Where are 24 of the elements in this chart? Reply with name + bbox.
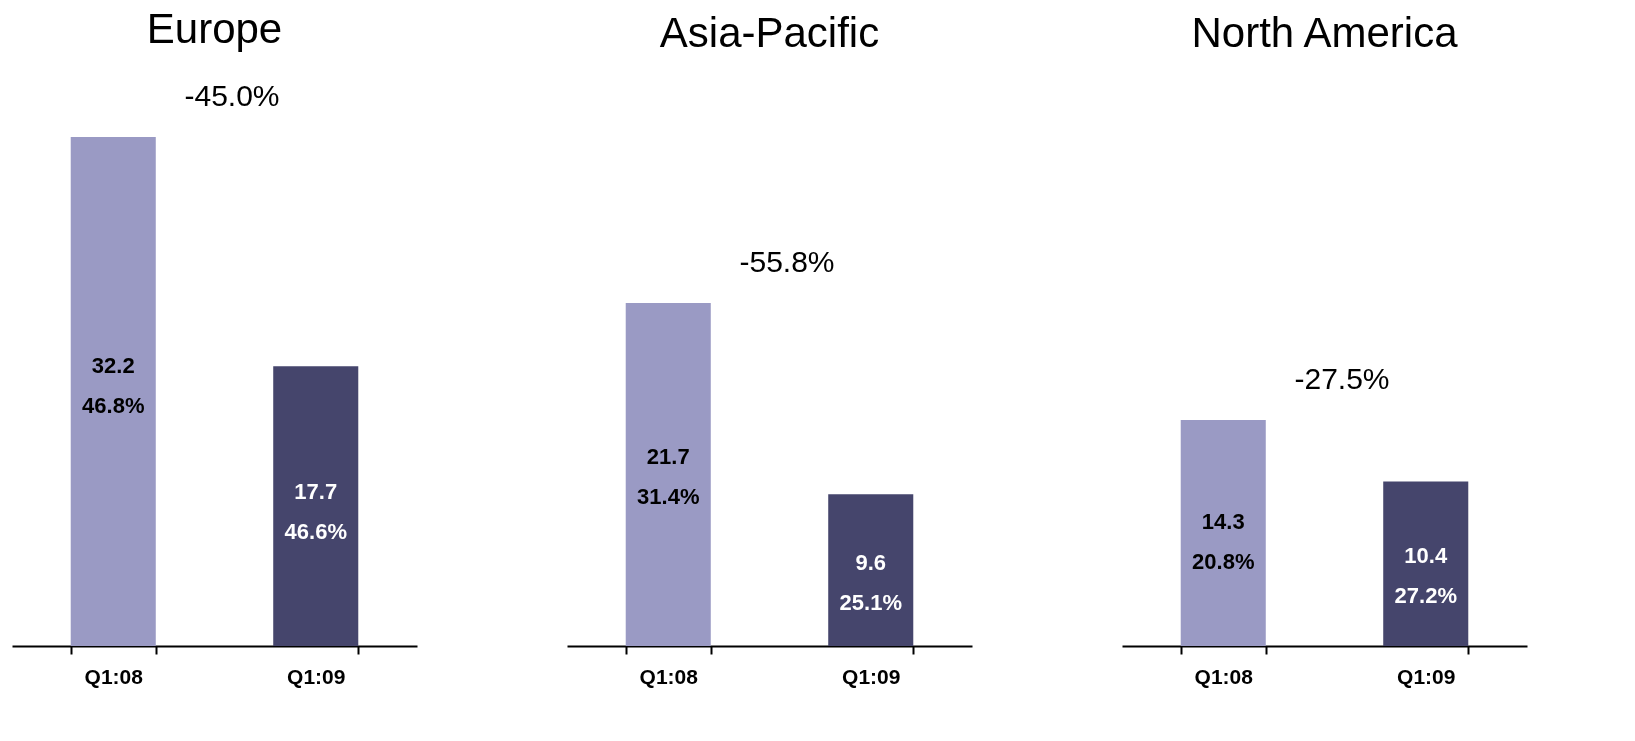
- data-label: 17.7: [294, 479, 338, 505]
- annotation: 20.8%: [1192, 548, 1255, 574]
- annotation: 31.4%: [637, 484, 700, 510]
- annotation: 27.2%: [1394, 582, 1457, 608]
- chart-title: Europe: [146, 4, 283, 52]
- x-tick-label: Q1:08: [639, 664, 699, 688]
- x-tick-label: Q1:09: [287, 664, 346, 688]
- x-tick-label: Q1:09: [1397, 664, 1456, 688]
- data-label: 9.6: [855, 549, 887, 575]
- annotation: 25.1%: [839, 589, 902, 615]
- x-tick-label: Q1:09: [842, 664, 901, 688]
- chart-title: Asia-Pacific: [659, 9, 880, 56]
- x-tick-label: Q1:08: [1194, 664, 1254, 688]
- text: -45.0%: [184, 78, 280, 112]
- data-label: 21.7: [646, 444, 690, 470]
- text: -27.5%: [1294, 361, 1390, 395]
- x-tick-label: Q1:08: [84, 664, 144, 688]
- annotation: 46.8%: [82, 393, 145, 418]
- text: -55.8%: [739, 244, 835, 278]
- data-label: 14.3: [1201, 508, 1245, 534]
- annotation: 46.6%: [284, 519, 347, 545]
- data-label: 10.4: [1404, 542, 1448, 568]
- chart-title: North America: [1191, 9, 1459, 56]
- data-label: 32.2: [91, 353, 135, 378]
